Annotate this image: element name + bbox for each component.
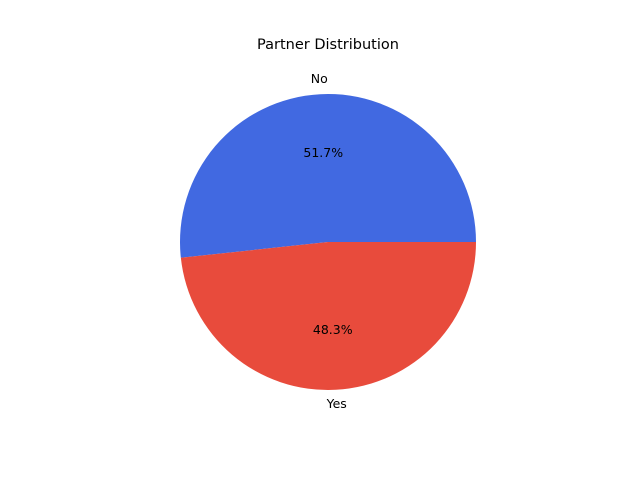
pie-slices: [180, 94, 476, 391]
chart-title: Partner Distribution: [257, 37, 399, 53]
pie-slice-yes: [180, 242, 476, 391]
slice-label-no: No: [311, 71, 328, 86]
slice-label-yes: Yes: [326, 396, 347, 411]
pie-slice-no: [180, 94, 476, 258]
slice-percent-yes: 48.3%: [313, 322, 353, 337]
slice-percent-no: 51.7%: [303, 145, 343, 160]
pie-labels: No 51.7% Yes 48.3%: [303, 71, 352, 411]
